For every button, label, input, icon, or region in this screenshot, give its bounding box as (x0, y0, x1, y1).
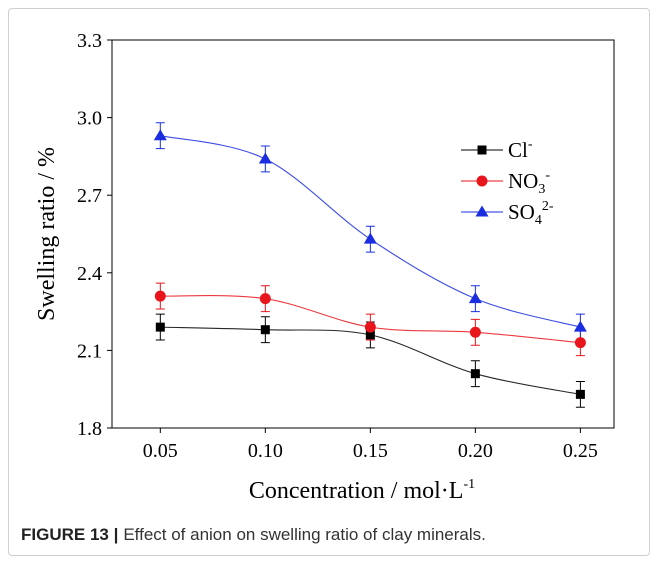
legend-label-cl-base: Cl (508, 138, 528, 162)
y-tick-label: 3.0 (77, 108, 102, 130)
legend-marker-no3 (476, 175, 488, 187)
data-points (153, 129, 587, 399)
y-tick-label: 2.4 (77, 263, 102, 285)
data-point-cl (260, 325, 270, 335)
x-axis-label: Concentration / mol·L-1 (249, 477, 475, 504)
x-tick-label: 0.10 (248, 440, 283, 462)
legend-label-cl: Cl- (508, 137, 533, 162)
data-point-no3 (154, 290, 166, 302)
x-axis-label-text: Concentration / mol·L (249, 478, 464, 504)
legend-label-so4-sup: 2- (542, 199, 554, 214)
data-point-so4 (258, 152, 272, 164)
data-point-no3 (364, 321, 376, 333)
legend-label-so4: SO42- (508, 199, 554, 228)
x-axis-label-sup: -1 (463, 477, 475, 492)
legend-label-no3-base: NO (508, 169, 538, 193)
data-point-no3 (259, 293, 271, 305)
figure-caption: FIGURE 13 | Effect of anion on swelling r… (21, 525, 486, 545)
figure-frame (8, 8, 650, 556)
y-tick-label: 2.7 (77, 185, 102, 207)
legend-label-so4-sub: 4 (535, 213, 542, 228)
data-point-cl (365, 330, 375, 340)
x-tick-label: 0.05 (143, 440, 178, 462)
data-point-so4 (153, 129, 167, 141)
caption-text: Effect of anion on swelling ratio of cla… (123, 525, 486, 544)
data-point-no3 (574, 337, 586, 349)
data-point-cl (470, 369, 480, 379)
legend-label-no3-sub: 3 (538, 182, 545, 197)
legend-label-so4-base: SO (508, 200, 535, 224)
x-tick-label: 0.20 (458, 440, 493, 462)
x-axis: 0.05 0.10 0.15 0.20 0.25 (143, 428, 598, 462)
legend-marker-cl (477, 145, 487, 155)
x-tick-label: 0.15 (353, 440, 388, 462)
legend-entry-so4: SO42- (461, 199, 554, 228)
legend-entry-cl: Cl- (461, 137, 533, 162)
legend: Cl- NO3- SO42- (461, 137, 554, 228)
legend-label-no3-sup: - (545, 168, 550, 183)
data-point-so4 (468, 292, 482, 304)
x-tick-label: 0.25 (563, 440, 598, 462)
y-axis-label: Swelling ratio / % (34, 147, 60, 321)
legend-label-cl-sup: - (528, 137, 533, 152)
y-tick-label: 3.3 (77, 30, 102, 52)
legend-label-no3: NO3- (508, 168, 550, 197)
data-point-so4 (573, 320, 587, 332)
y-tick-label: 2.1 (77, 340, 102, 362)
y-axis: 1.8 2.1 2.4 2.7 3.0 3.3 (77, 30, 112, 440)
figure-label: FIGURE 13 | (21, 525, 119, 544)
y-tick-label: 1.8 (77, 418, 102, 440)
legend-entry-no3: NO3- (461, 168, 550, 197)
legend-marker-so4 (475, 205, 489, 217)
plot-frame (111, 39, 615, 429)
data-point-no3 (469, 326, 481, 338)
data-point-so4 (363, 232, 377, 244)
error-bars (155, 122, 585, 408)
data-point-cl (155, 322, 165, 332)
data-point-cl (575, 389, 585, 399)
